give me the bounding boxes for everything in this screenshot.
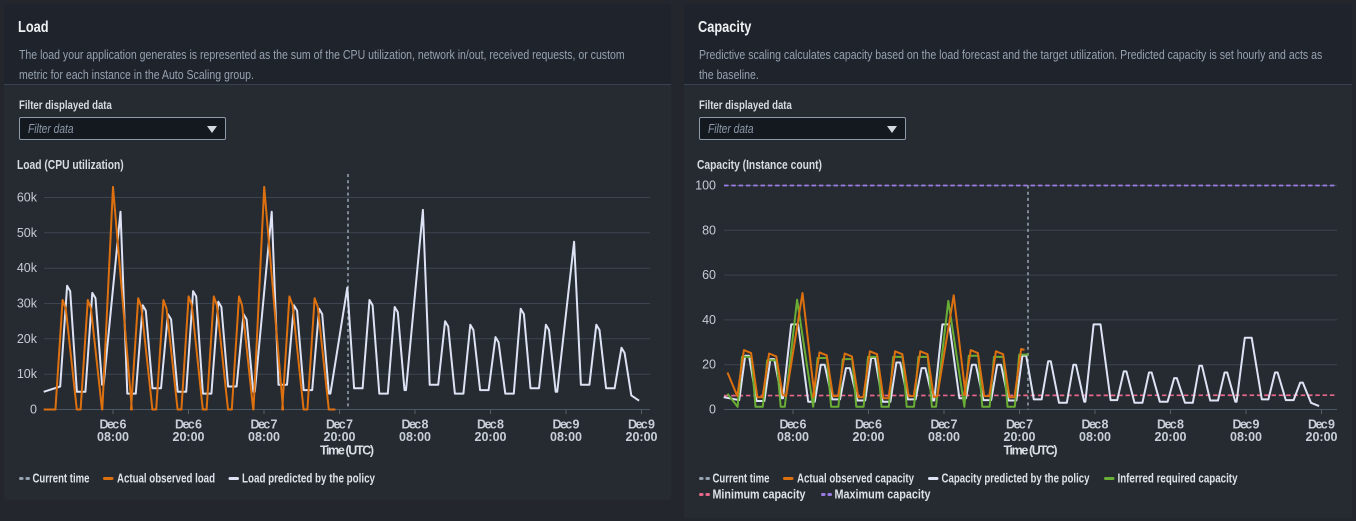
svg-text:Dec 9: Dec 9 [553,418,580,432]
svg-text:20:00: 20:00 [626,430,658,444]
svg-text:20:00: 20:00 [1306,430,1338,444]
svg-text:60k: 60k [17,191,38,205]
svg-text:Dec 8: Dec 8 [1157,418,1184,432]
svg-text:Dec 9: Dec 9 [1308,418,1335,432]
svg-text:08:00: 08:00 [399,430,431,444]
svg-text:20:00: 20:00 [1155,430,1187,444]
svg-text:Dec 9: Dec 9 [1233,418,1260,432]
svg-text:Time (UTC): Time (UTC) [1004,444,1058,458]
svg-text:08:00: 08:00 [1230,430,1262,444]
svg-text:20k: 20k [17,332,38,346]
svg-text:Maximum capacity: Maximum capacity [835,488,931,502]
svg-text:0: 0 [709,403,716,417]
svg-text:20:00: 20:00 [1004,430,1036,444]
svg-text:Dec 8: Dec 8 [1082,418,1109,432]
svg-text:80: 80 [702,223,716,237]
svg-text:Dec 7: Dec 7 [931,418,958,432]
svg-text:20:00: 20:00 [324,430,356,444]
svg-text:Current time: Current time [713,472,770,486]
svg-text:40k: 40k [17,261,38,275]
svg-text:Capacity predicted by the poli: Capacity predicted by the policy [942,472,1090,486]
svg-text:Dec 9: Dec 9 [628,418,655,432]
svg-text:40: 40 [702,313,716,327]
svg-text:08:00: 08:00 [248,430,280,444]
svg-text:Actual observed load: Actual observed load [117,472,215,486]
svg-text:20: 20 [702,358,716,372]
svg-text:Dec 8: Dec 8 [477,418,504,432]
svg-text:Dec 6: Dec 6 [100,418,127,432]
svg-text:Current time: Current time [33,472,90,486]
svg-text:Dec 7: Dec 7 [1006,418,1033,432]
svg-text:10k: 10k [17,367,38,381]
svg-text:Dec 8: Dec 8 [402,418,429,432]
svg-text:08:00: 08:00 [550,430,582,444]
svg-text:50k: 50k [17,226,38,240]
svg-text:30k: 30k [17,297,38,311]
svg-text:20:00: 20:00 [173,430,205,444]
svg-text:Dec 6: Dec 6 [175,418,202,432]
svg-text:Minimum capacity: Minimum capacity [713,488,806,502]
svg-text:0: 0 [30,403,37,417]
svg-text:Inferred required capacity: Inferred required capacity [1118,472,1238,486]
svg-text:08:00: 08:00 [928,430,960,444]
svg-text:08:00: 08:00 [97,430,129,444]
svg-text:Load predicted by the policy: Load predicted by the policy [242,472,375,486]
svg-text:Actual observed capacity: Actual observed capacity [797,472,914,486]
svg-text:08:00: 08:00 [777,430,809,444]
svg-text:Dec 7: Dec 7 [326,418,353,432]
svg-text:Dec 6: Dec 6 [780,418,807,432]
svg-text:20:00: 20:00 [475,430,507,444]
svg-text:Dec 6: Dec 6 [855,418,882,432]
svg-text:20:00: 20:00 [853,430,885,444]
svg-text:60: 60 [702,268,716,282]
svg-text:Dec 7: Dec 7 [251,418,278,432]
svg-text:08:00: 08:00 [1079,430,1111,444]
svg-text:Time (UTC): Time (UTC) [320,444,374,458]
svg-text:100: 100 [695,179,716,193]
